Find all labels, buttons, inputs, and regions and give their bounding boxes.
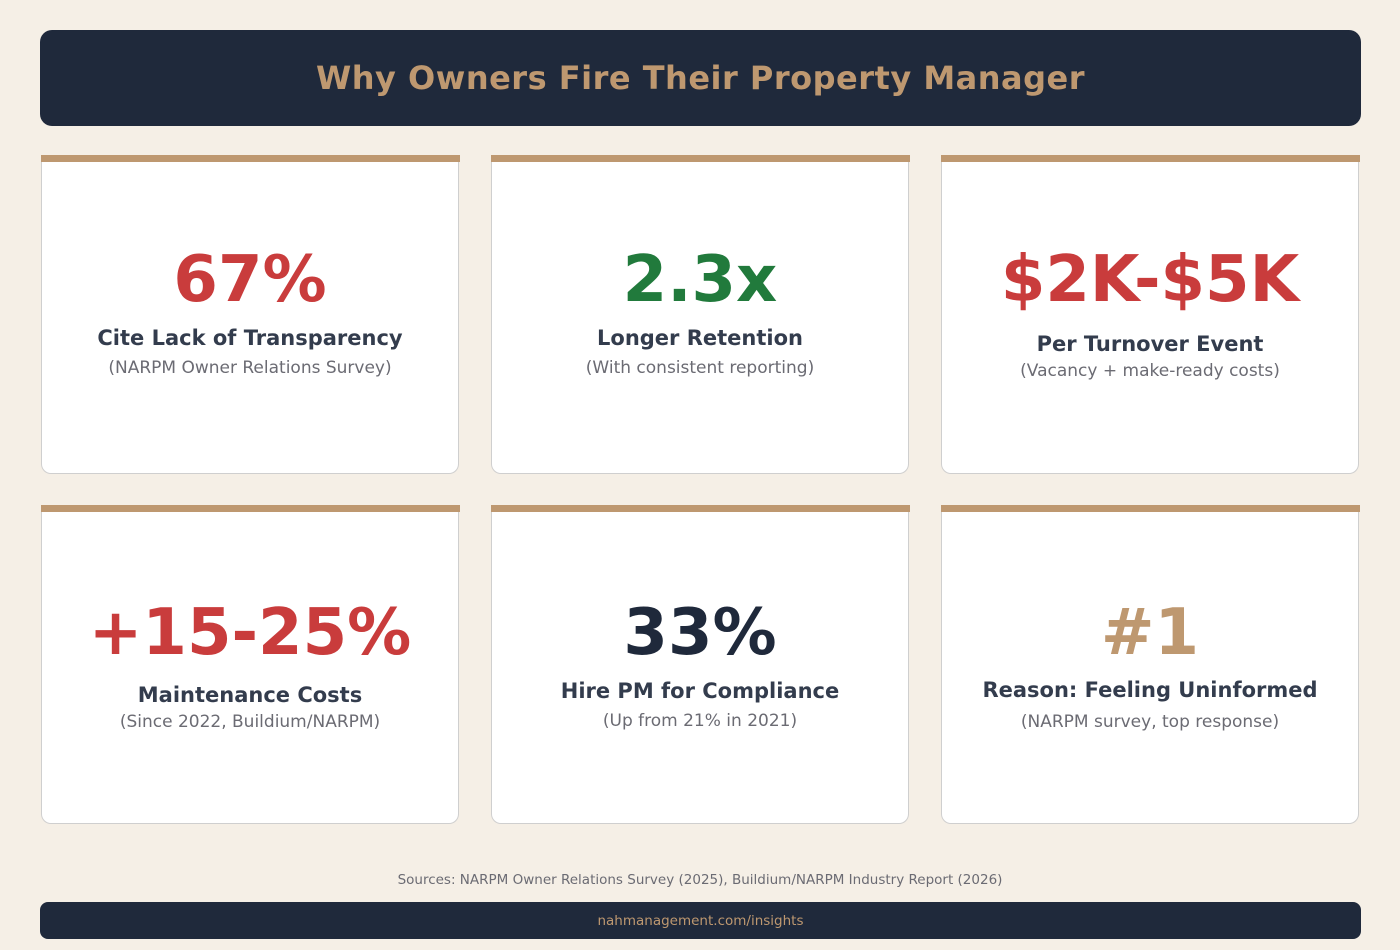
stat-label: Cite Lack of Transparency: [97, 326, 403, 350]
stat-card-transparency: 67% Cite Lack of Transparency (NARPM Own…: [40, 155, 460, 474]
stat-source: (NARPM survey, top response): [1020, 712, 1280, 733]
card-accent-bar: [40, 155, 460, 162]
card-content: 2.3x Longer Retention (With consistent r…: [492, 248, 908, 379]
stat-label: Maintenance Costs: [137, 683, 363, 707]
stat-label: Per Turnover Event: [1036, 332, 1264, 356]
stat-label: Longer Retention: [597, 326, 803, 350]
card-content: 67% Cite Lack of Transparency (NARPM Own…: [42, 248, 458, 379]
stat-value: +15-25%: [88, 596, 412, 670]
card-content: +15-25% Maintenance Costs (Since 2022, B…: [42, 601, 458, 733]
header-banner: Why Owners Fire Their Property Manager: [40, 30, 1361, 126]
card-accent-bar: [940, 505, 1360, 512]
card-content: #1 Reason: Feeling Uninformed (NARPM sur…: [942, 601, 1358, 733]
stat-value: 67%: [173, 243, 327, 317]
stat-source: (Vacancy + make-ready costs): [1020, 361, 1280, 382]
stat-value: 33%: [623, 596, 777, 670]
card-content: $2K-$5K Per Turnover Event (Vacancy + ma…: [942, 248, 1358, 382]
stat-card-retention: 2.3x Longer Retention (With consistent r…: [490, 155, 910, 474]
stat-card-maintenance: +15-25% Maintenance Costs (Since 2022, B…: [40, 505, 460, 824]
stat-card-turnover: $2K-$5K Per Turnover Event (Vacancy + ma…: [940, 155, 1360, 474]
card-accent-bar: [490, 505, 910, 512]
stat-source: (Since 2022, Buildium/NARPM): [119, 712, 381, 733]
stat-card-uninformed: #1 Reason: Feeling Uninformed (NARPM sur…: [940, 505, 1360, 824]
stat-source: (With consistent reporting): [585, 358, 815, 379]
card-accent-bar: [490, 155, 910, 162]
footer-banner: nahmanagement.com/insights: [40, 902, 1361, 939]
page-title: Why Owners Fire Their Property Manager: [315, 59, 1086, 97]
sources-note: Sources: NARPM Owner Relations Survey (2…: [397, 872, 1003, 888]
stat-value: #1: [1100, 596, 1200, 670]
stat-value: 2.3x: [622, 243, 778, 317]
stat-source: (Up from 21% in 2021): [602, 711, 798, 732]
card-accent-bar: [40, 505, 460, 512]
stat-card-compliance: 33% Hire PM for Compliance (Up from 21% …: [490, 505, 910, 824]
card-content: 33% Hire PM for Compliance (Up from 21% …: [492, 601, 908, 732]
card-accent-bar: [940, 155, 1360, 162]
stat-label: Hire PM for Compliance: [560, 679, 840, 703]
stat-value: $2K-$5K: [1000, 243, 1300, 317]
stat-label: Reason: Feeling Uninformed: [982, 678, 1318, 702]
footer-url: nahmanagement.com/insights: [597, 912, 804, 929]
stat-source: (NARPM Owner Relations Survey): [108, 358, 392, 379]
